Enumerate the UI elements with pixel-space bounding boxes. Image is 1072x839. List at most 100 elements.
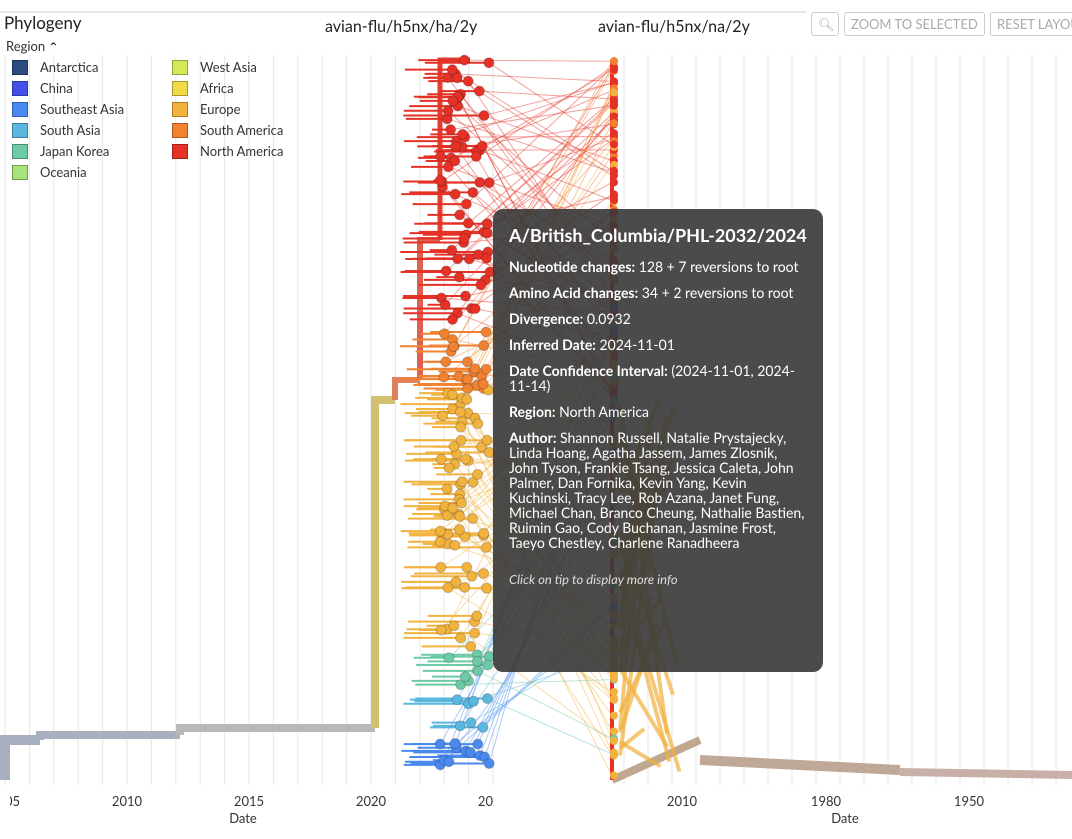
reset-button[interactable]: RESET LAYOUT [990,12,1072,36]
x-tick-label: 2005 [0,793,20,809]
legend-swatch [12,144,28,159]
tooltip-row: Date Confidence Interval: (2024-11-01, 2… [509,363,807,393]
tangle-link [453,60,613,347]
legend-label: North America [200,143,284,159]
tip [435,150,447,162]
branch [618,727,646,751]
tip [472,418,484,430]
tip [440,265,452,277]
branch [610,736,702,784]
x-tick-label: 2010 [112,793,143,809]
tip [458,54,470,66]
branch [417,237,440,380]
tip [447,502,459,514]
tangle-link [447,118,613,173]
tip [610,140,618,149]
tip [473,85,485,97]
tip [476,140,488,152]
tip [448,441,460,453]
tangle-link [483,82,613,117]
tooltip-label: Region: [509,403,556,420]
panel-title: Phylogeny [4,12,82,33]
tip [435,561,447,573]
tip [443,462,455,474]
tangle-link [488,62,613,145]
tangle-link [445,120,613,272]
tooltip-value: North America [559,403,650,420]
zoom-button[interactable]: ZOOM TO SELECTED [844,12,985,36]
tangle-link [463,102,613,239]
tip [483,57,495,69]
branch [371,396,395,728]
tip [461,561,473,573]
branch [699,755,901,775]
tip [610,695,618,704]
legend-toggle[interactable]: Region ⌃ [6,38,59,54]
tip [461,373,473,385]
tip [456,497,468,509]
tip [434,536,446,548]
tip [480,326,492,338]
branch [618,740,662,768]
tangle-link [464,135,613,138]
tip [478,110,490,122]
tip [459,531,471,543]
tooltip-label: Divergence: [509,310,584,327]
zoom-icon-button[interactable]: 🔍︎ [811,12,839,36]
tip [468,695,480,707]
tip [610,171,618,180]
axis-title: Date [229,810,257,826]
tip [610,687,618,696]
tooltip-label: Author: [509,429,557,446]
tangle-link [477,670,613,739]
legend-label: South Asia [40,122,101,138]
x-tick-label: 2010 [667,793,698,809]
tooltip-title: A/British_Columbia/PHL-2032/2024 [509,224,807,246]
tip [443,652,455,664]
tooltip-label: Date Confidence Interval: [509,362,668,379]
tooltip-value: 128 + 7 reversions to root [638,258,799,275]
tangle-link [453,625,613,742]
tip [475,279,487,291]
tip [435,624,447,636]
legend-label: Oceania [40,164,87,180]
branch [0,735,40,780]
tip [471,655,483,667]
tip [481,582,493,594]
tip [469,363,481,375]
legend-swatch [12,102,28,117]
tip [610,727,618,736]
tip [458,233,470,245]
tip [467,513,479,525]
legend-label: Europe [200,101,241,117]
left-tree-name: avian-flu/h5nx/ha/2y [325,17,478,36]
tip [610,63,618,72]
legend-swatch [172,81,188,96]
legend-label: China [40,80,73,96]
tip [439,299,451,311]
tip [451,72,463,84]
tip [448,341,460,353]
tangle-link [487,698,613,755]
tip [610,88,618,97]
tip [476,441,488,453]
tooltip-label: Inferred Date: [509,336,596,353]
tip [610,78,618,87]
legend-label: Japan Korea [40,143,110,159]
tooltip-row: Divergence: 0.0932 [509,311,807,326]
tip [474,176,486,188]
tip [610,161,618,170]
tip [437,410,449,422]
tip [472,665,484,677]
tip [470,150,482,162]
tip [610,748,618,757]
legend-swatch [12,60,28,75]
tip [443,756,455,768]
tip [440,356,452,368]
tangle-link [476,69,613,153]
tip [455,632,467,644]
tip [446,244,458,256]
x-tick-label: 1980 [811,793,842,809]
tip [447,313,459,325]
